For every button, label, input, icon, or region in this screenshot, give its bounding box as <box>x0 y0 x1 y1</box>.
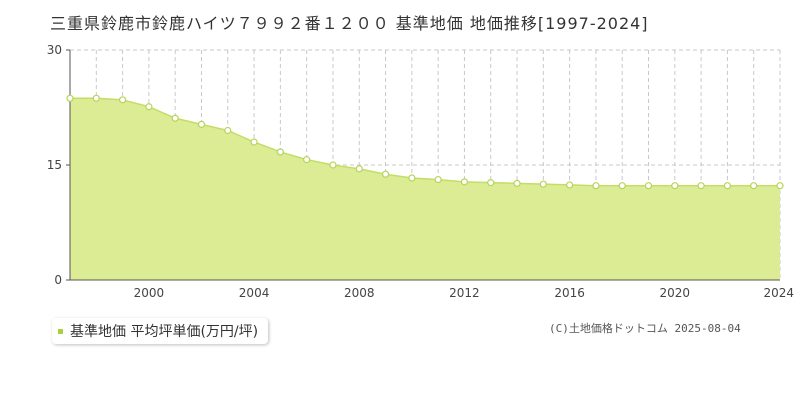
data-point <box>276 148 284 156</box>
series-line <box>70 97 780 187</box>
data-point <box>513 179 521 187</box>
data-point <box>224 126 232 135</box>
data-point <box>697 182 705 190</box>
data-point <box>618 182 626 190</box>
area-layer <box>70 97 780 280</box>
data-point <box>197 120 206 128</box>
chart-title: 三重県鈴鹿市鈴鹿ハイツ７９９２番１２００ 基準地価 地価推移[1997-2024… <box>50 14 649 33</box>
data-point <box>487 179 495 187</box>
x-tick-label: 2008 <box>344 286 375 300</box>
data-point <box>408 174 416 182</box>
data-point <box>355 165 363 173</box>
data-point <box>381 170 390 178</box>
data-point <box>644 182 653 190</box>
copyright-text: (C)土地価格ドットコム 2025-08-04 <box>549 322 741 335</box>
x-tick-label: 2024 <box>763 286 794 300</box>
x-tick-label: 2004 <box>239 286 270 300</box>
data-point <box>776 182 784 190</box>
data-markers <box>66 94 784 190</box>
y-tick-label: 30 <box>47 43 62 57</box>
data-point <box>145 103 153 111</box>
data-point <box>66 94 74 102</box>
axes <box>66 49 780 281</box>
data-point <box>250 138 258 146</box>
data-point <box>118 96 127 104</box>
area-fill <box>70 98 780 280</box>
data-point <box>592 182 600 190</box>
x-tick-label: 2012 <box>449 286 480 300</box>
data-point <box>750 182 758 190</box>
y-tick-label: 15 <box>47 158 62 172</box>
chart: 0 15 30 2000 2004 2008 2012 2016 2020 2024 <box>47 43 794 300</box>
data-point <box>460 178 469 186</box>
data-point <box>723 182 732 190</box>
legend-label: 基準地価 平均坪単価(万円/坪) <box>70 324 259 340</box>
y-tick-label: 0 <box>54 273 62 287</box>
tick-labels: 0 15 30 2000 2004 2008 2012 2016 2020 2024 <box>47 43 794 300</box>
data-point <box>566 181 574 189</box>
x-tick-label: 2016 <box>554 286 585 300</box>
legend-swatch <box>58 328 63 334</box>
data-point <box>329 161 337 169</box>
data-point <box>539 180 547 188</box>
legend: 基準地価 平均坪単価(万円/坪) <box>52 318 269 344</box>
data-point <box>434 175 442 184</box>
data-point <box>92 94 100 102</box>
data-point <box>171 114 179 122</box>
data-point <box>671 182 679 190</box>
x-tick-label: 2020 <box>660 286 691 300</box>
x-tick-label: 2000 <box>134 286 165 300</box>
data-point <box>303 156 311 164</box>
